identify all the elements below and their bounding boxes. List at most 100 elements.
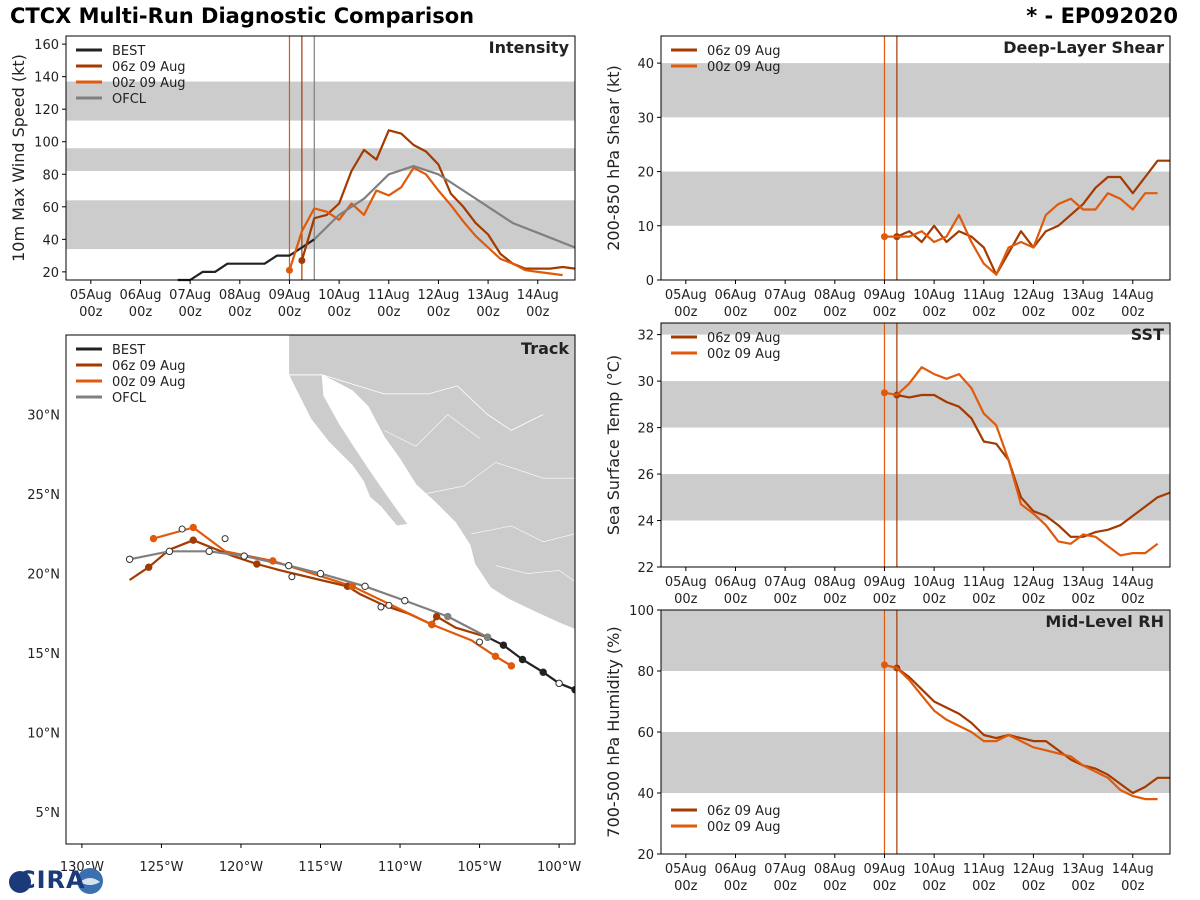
sst-band-1 bbox=[661, 381, 1170, 428]
shear-xtick-day: 10Aug bbox=[913, 288, 955, 303]
rh-series-start-marker bbox=[880, 661, 888, 669]
track-point bbox=[284, 561, 293, 570]
shear-series-start-marker bbox=[880, 233, 888, 241]
intensity-xtick-day: 11Aug bbox=[368, 288, 410, 303]
track-point bbox=[189, 536, 197, 544]
intensity-xtick-hour: 00z bbox=[476, 305, 500, 320]
track-legend-label: OFCL bbox=[112, 391, 147, 406]
track-point bbox=[507, 662, 516, 670]
track-point bbox=[491, 652, 500, 661]
rh-xtick-hour: 00z bbox=[674, 879, 698, 894]
shear-ytick-label: 40 bbox=[637, 57, 654, 72]
intensity-ytick-label: 80 bbox=[42, 168, 59, 183]
intensity-xtick-day: 06Aug bbox=[120, 288, 162, 303]
intensity-ytick-label: 40 bbox=[42, 233, 59, 248]
shear-xtick-day: 14Aug bbox=[1112, 288, 1154, 303]
rh-series-1 bbox=[884, 663, 1158, 801]
shear-ytick-label: 20 bbox=[637, 166, 654, 181]
shear-xtick-day: 05Aug bbox=[665, 288, 707, 303]
intensity-series-start-marker bbox=[285, 266, 293, 274]
sst-xtick-day: 06Aug bbox=[715, 575, 757, 590]
sst-legend-label: 00z 09 Aug bbox=[707, 347, 781, 362]
sst-series-start-marker bbox=[880, 389, 888, 397]
intensity-ylabel: 10m Max Wind Speed (kt) bbox=[9, 54, 28, 262]
shear-xtick-day: 13Aug bbox=[1062, 288, 1104, 303]
rh-xtick-day: 09Aug bbox=[863, 862, 905, 877]
track-xtick-label: 110°W bbox=[378, 860, 422, 875]
sst-ytick-label: 28 bbox=[637, 422, 654, 437]
track-xtick-label: 105°W bbox=[457, 860, 501, 875]
rh-xtick-day: 05Aug bbox=[665, 862, 707, 877]
intensity-xtick-day: 14Aug bbox=[517, 288, 559, 303]
rh-ytick-label: 40 bbox=[637, 787, 654, 802]
storm-id: * - EP092020 bbox=[1026, 4, 1178, 28]
track-point bbox=[269, 557, 277, 565]
track-xtick-label: 125°W bbox=[139, 860, 183, 875]
mexico-landmass bbox=[288, 335, 575, 630]
shear-xtick-day: 12Aug bbox=[1012, 288, 1054, 303]
intensity-xtick-hour: 00z bbox=[129, 305, 153, 320]
sst-legend-label: 06z 09 Aug bbox=[707, 331, 781, 346]
track-point bbox=[361, 582, 369, 591]
rh-legend-label: 00z 09 Aug bbox=[707, 820, 781, 835]
sst-panel-title: SST bbox=[1131, 325, 1164, 344]
track-point bbox=[539, 668, 547, 676]
track-xtick-label: 120°W bbox=[219, 860, 263, 875]
intensity-series-start-marker bbox=[298, 256, 306, 264]
sst-xtick-hour: 00z bbox=[922, 592, 946, 607]
track-point bbox=[428, 620, 436, 629]
track-point bbox=[444, 612, 452, 621]
shear-panel: 0 10 20 30 40 05Aug 00z 06Aug 00z 07Aug 00z 08Aug 00… bbox=[604, 35, 1171, 320]
track-point bbox=[499, 641, 508, 649]
intensity-xtick-hour: 00z bbox=[278, 305, 302, 320]
shear-xtick-hour: 00z bbox=[1022, 305, 1046, 320]
shear-xtick-hour: 00z bbox=[724, 305, 748, 320]
rh-xtick-hour: 00z bbox=[1071, 879, 1095, 894]
track-point bbox=[316, 569, 325, 578]
intensity-series-1 bbox=[300, 129, 576, 270]
track-point bbox=[125, 555, 134, 563]
rh-ytick-label: 100 bbox=[629, 604, 654, 619]
sst-xtick-day: 10Aug bbox=[913, 575, 955, 590]
shear-xtick-hour: 00z bbox=[1071, 305, 1095, 320]
shear-ytick-label: 30 bbox=[637, 111, 654, 126]
track-point bbox=[189, 523, 197, 532]
cira-logo-text: CIRA bbox=[18, 866, 86, 894]
intensity-band-2 bbox=[66, 81, 575, 121]
shear-band-1 bbox=[661, 63, 1170, 118]
intensity-band-1 bbox=[66, 148, 575, 172]
state-border bbox=[423, 461, 575, 495]
rh-panel-title: Mid-Level RH bbox=[1045, 612, 1164, 631]
track-ytick-label: 30°N bbox=[27, 409, 60, 424]
sst-xtick-day: 11Aug bbox=[963, 575, 1005, 590]
shear-xtick-hour: 00z bbox=[823, 305, 847, 320]
rh-legend-label: 06z 09 Aug bbox=[707, 804, 781, 819]
rh-series-0 bbox=[896, 667, 1170, 795]
sst-series-0 bbox=[896, 393, 1171, 538]
sst-frame bbox=[660, 322, 1171, 568]
shear-panel-title: Deep-Layer Shear bbox=[1003, 38, 1164, 57]
track-ytick-label: 5°N bbox=[36, 806, 61, 821]
track-point bbox=[401, 596, 409, 605]
track-ytick-label: 20°N bbox=[27, 568, 60, 583]
rh-xtick-day: 08Aug bbox=[814, 862, 856, 877]
track-ytick-label: 10°N bbox=[27, 727, 60, 742]
state-border bbox=[471, 525, 575, 543]
track-point bbox=[178, 525, 186, 533]
shear-series-1 bbox=[884, 192, 1158, 276]
rh-xtick-hour: 00z bbox=[972, 879, 996, 894]
track-point bbox=[483, 633, 492, 641]
shear-ytick-label: 10 bbox=[637, 220, 654, 235]
shear-band-0 bbox=[661, 171, 1170, 226]
sst-xtick-hour: 00z bbox=[724, 592, 748, 607]
rh-xtick-hour: 00z bbox=[1121, 879, 1145, 894]
sst-xtick-day: 12Aug bbox=[1012, 575, 1054, 590]
sst-band-0 bbox=[661, 474, 1170, 521]
track-point bbox=[205, 547, 213, 556]
rh-xtick-day: 13Aug bbox=[1062, 862, 1104, 877]
shear-frame bbox=[660, 35, 1171, 281]
sst-xtick-hour: 00z bbox=[1022, 592, 1046, 607]
intensity-band-0 bbox=[66, 200, 575, 250]
shear-xtick-day: 11Aug bbox=[963, 288, 1005, 303]
